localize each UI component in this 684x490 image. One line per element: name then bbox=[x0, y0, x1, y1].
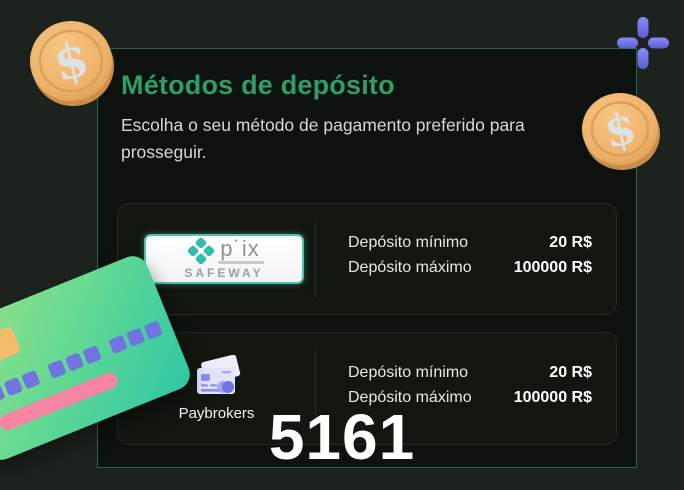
max-deposit-value: 100000 R$ bbox=[513, 259, 592, 276]
max-deposit-label: Depósito máximo bbox=[348, 259, 472, 276]
card-divider bbox=[315, 220, 316, 298]
min-deposit-value: 20 R$ bbox=[549, 363, 592, 381]
payment-method-paybrokers[interactable]: Paybrokers Depósito mínimo 20 R$ Depósit… bbox=[117, 332, 617, 445]
plus-cross-icon bbox=[616, 15, 670, 71]
card-chip bbox=[0, 325, 22, 366]
min-deposit-value: 20 R$ bbox=[549, 234, 592, 251]
min-deposit-label: Depósito mínimo bbox=[348, 363, 469, 381]
max-deposit-label: Depósito máximo bbox=[348, 388, 472, 406]
dollar-coin-icon: $ bbox=[28, 18, 116, 106]
max-deposit-value: 100000 R$ bbox=[513, 388, 592, 406]
card-divider bbox=[315, 349, 316, 428]
overlay-number: 5161 bbox=[268, 401, 416, 473]
paybrokers-label: Paybrokers bbox=[178, 405, 255, 422]
payment-method-pix-safeway[interactable]: p˙ix SAFEWAY Depósito mínimo 20 R$ Depós… bbox=[117, 203, 617, 315]
pix-diamond-icon bbox=[188, 237, 215, 265]
page-title: Métodos de depósito bbox=[121, 70, 395, 100]
pix-tagline-bar bbox=[218, 261, 264, 264]
safeway-label: SAFEWAY bbox=[184, 266, 264, 280]
dollar-coin-icon: $ bbox=[580, 89, 662, 171]
paybrokers-cards-icon bbox=[191, 354, 243, 401]
min-deposit-label: Depósito mínimo bbox=[348, 234, 469, 251]
pix-wordmark: p˙ix bbox=[220, 236, 260, 261]
pix-safeway-logo: p˙ix SAFEWAY bbox=[144, 234, 304, 284]
page-subtitle: Escolha o seu método de pagamento prefer… bbox=[121, 115, 525, 162]
